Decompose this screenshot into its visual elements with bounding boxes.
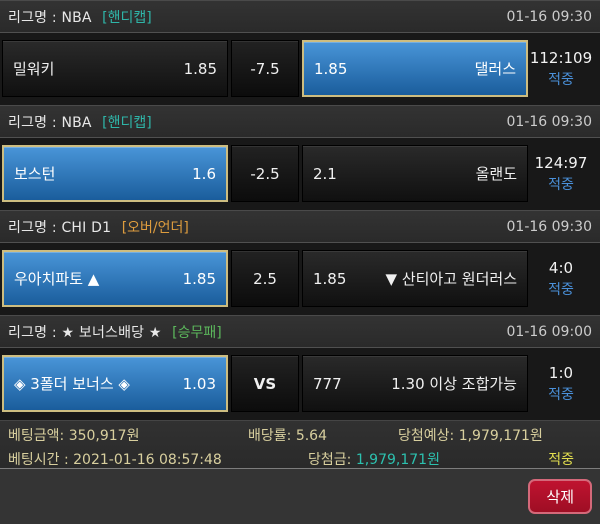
bet-section: 리그명 : NBA [핸디캡] 01-16 09:30 보스턴 1.6 -2.5… bbox=[0, 105, 600, 210]
home-odds-cell-selected[interactable]: 보스턴 1.6 bbox=[2, 145, 228, 202]
away-odds-value: 1.85 bbox=[314, 59, 348, 78]
bet-row: 우아치파토 ▲ 1.85 2.5 1.85 ▼ 산티아고 원더러스 4:0 적중 bbox=[0, 250, 600, 307]
away-odds-value: 2.1 bbox=[313, 164, 337, 183]
bet-time-label: 베팅시간 : bbox=[8, 451, 74, 468]
result-column: 112:109 적중 bbox=[528, 40, 594, 97]
section-header: 리그명 : NBA [핸디캡] 01-16 09:30 bbox=[0, 0, 600, 33]
summary-line-2: 베팅시간 : 2021-01-16 08:57:48 당첨금: 1,979,17… bbox=[8, 449, 592, 469]
overall-hit-status: 적중 bbox=[548, 451, 574, 468]
expected-prize-value: 1,979,171원 bbox=[458, 427, 543, 444]
section-header: 리그명 : NBA [핸디캡] 01-16 09:30 bbox=[0, 105, 600, 138]
hit-status: 적중 bbox=[548, 281, 574, 298]
market-type-label: [오버/언더] bbox=[121, 219, 189, 236]
section-header: 리그명 : CHI D1 [오버/언더] 01-16 09:30 bbox=[0, 210, 600, 243]
league-title: 리그명 : CHI D1 [오버/언더] bbox=[8, 217, 189, 237]
match-datetime: 01-16 09:30 bbox=[506, 8, 592, 25]
bet-amount-value: 350,917원 bbox=[68, 427, 140, 444]
away-team-name: 올랜도 bbox=[475, 165, 517, 183]
home-odds-value: 1.85 bbox=[183, 59, 217, 78]
match-datetime: 01-16 09:00 bbox=[506, 323, 592, 340]
delete-button[interactable]: 삭제 bbox=[528, 479, 592, 514]
bottom-action-bar: 삭제 bbox=[0, 469, 600, 524]
bet-section: 리그명 : ★ 보너스배당 ★ [승무패] 01-16 09:00 ◈ 3폴더 … bbox=[0, 315, 600, 420]
prize-value: 1,979,171원 bbox=[355, 451, 440, 468]
league-name: 리그명 : NBA bbox=[8, 114, 92, 131]
home-odds-value: 1.85 bbox=[182, 269, 216, 288]
away-team-name: 댈러스 bbox=[474, 60, 516, 78]
prize-label: 당첨금: bbox=[308, 451, 356, 468]
bet-time: 베팅시간 : 2021-01-16 08:57:48 bbox=[8, 449, 308, 469]
result-column: 124:97 적중 bbox=[528, 145, 594, 202]
bonus-condition-cell[interactable]: 777 1.30 이상 조합가능 bbox=[302, 355, 528, 412]
final-score: 4:0 bbox=[548, 258, 574, 277]
market-type-label: [핸디캡] bbox=[102, 114, 152, 131]
result-column: 1:0 적중 bbox=[528, 355, 594, 412]
expected-prize: 당첨예상: 1,979,171원 bbox=[398, 425, 543, 445]
away-odds-cell-selected[interactable]: 1.85 댈러스 bbox=[302, 40, 528, 97]
vs-label: VS bbox=[253, 374, 277, 393]
bonus-odds-cell-selected[interactable]: ◈ 3폴더 보너스 ◈ 1.03 bbox=[2, 355, 228, 412]
odds-rate-label: 배당률: bbox=[248, 427, 296, 444]
center-value-cell[interactable]: -7.5 bbox=[231, 40, 299, 97]
bet-row: 보스턴 1.6 -2.5 2.1 올랜도 124:97 적중 bbox=[0, 145, 600, 202]
center-value-cell: VS bbox=[231, 355, 299, 412]
league-name: 리그명 : NBA bbox=[8, 9, 92, 26]
home-team-name: 우아치파토 ▲ bbox=[14, 270, 100, 288]
handicap-value: -7.5 bbox=[250, 59, 280, 78]
baseline-value: 2.5 bbox=[253, 269, 277, 288]
bonus-odds-value: 1.03 bbox=[182, 374, 216, 393]
bonus-condition-text: 1.30 이상 조합가능 bbox=[391, 375, 517, 393]
home-team-name: 밀워키 bbox=[13, 60, 55, 78]
summary-line-1: 베팅금액: 350,917원 배당률: 5.64 당첨예상: 1,979,171… bbox=[8, 425, 592, 445]
footer-divider bbox=[0, 468, 600, 469]
odds-rate: 배당률: 5.64 bbox=[248, 425, 398, 445]
handicap-value: -2.5 bbox=[250, 164, 280, 183]
league-title: 리그명 : NBA [핸디캡] bbox=[8, 112, 152, 132]
bet-row: 밀워키 1.85 -7.5 1.85 댈러스 112:109 적중 bbox=[0, 40, 600, 97]
over-odds-cell-selected[interactable]: 우아치파토 ▲ 1.85 bbox=[2, 250, 228, 307]
home-odds-cell[interactable]: 밀워키 1.85 bbox=[2, 40, 228, 97]
final-score: 1:0 bbox=[548, 363, 574, 382]
market-type-label: [승무패] bbox=[172, 324, 222, 341]
league-title: 리그명 : NBA [핸디캡] bbox=[8, 7, 152, 27]
result-column: 4:0 적중 bbox=[528, 250, 594, 307]
bet-amount-label: 베팅금액: bbox=[8, 427, 69, 444]
hit-status: 적중 bbox=[548, 71, 574, 88]
home-team-name: 보스턴 bbox=[14, 165, 56, 183]
league-name: 리그명 : CHI D1 bbox=[8, 219, 112, 236]
market-type-label: [핸디캡] bbox=[102, 9, 152, 26]
league-name: 리그명 : ★ 보너스배당 ★ bbox=[8, 324, 162, 341]
final-score: 124:97 bbox=[534, 153, 588, 172]
home-odds-value: 1.6 bbox=[192, 164, 216, 183]
hit-status: 적중 bbox=[548, 386, 574, 403]
bet-time-value: 2021-01-16 08:57:48 bbox=[73, 451, 222, 468]
away-team-name: ▼ 산티아고 원더러스 bbox=[385, 270, 517, 288]
bet-row: ◈ 3폴더 보너스 ◈ 1.03 VS 777 1.30 이상 조합가능 1:0… bbox=[0, 355, 600, 412]
match-datetime: 01-16 09:30 bbox=[506, 218, 592, 235]
away-odds-value: 777 bbox=[313, 374, 342, 393]
center-value-cell[interactable]: 2.5 bbox=[231, 250, 299, 307]
bet-section: 리그명 : CHI D1 [오버/언더] 01-16 09:30 우아치파토 ▲… bbox=[0, 210, 600, 315]
bet-section: 리그명 : NBA [핸디캡] 01-16 09:30 밀워키 1.85 -7.… bbox=[0, 0, 600, 105]
away-odds-cell[interactable]: 2.1 올랜도 bbox=[302, 145, 528, 202]
expected-prize-label: 당첨예상: bbox=[398, 427, 459, 444]
prize: 당첨금: 1,979,171원 bbox=[308, 449, 440, 469]
final-score: 112:109 bbox=[529, 48, 593, 67]
hit-status: 적중 bbox=[548, 176, 574, 193]
odds-rate-value: 5.64 bbox=[295, 427, 327, 444]
bet-amount: 베팅금액: 350,917원 bbox=[8, 425, 248, 445]
away-odds-value: 1.85 bbox=[313, 269, 347, 288]
league-title: 리그명 : ★ 보너스배당 ★ [승무패] bbox=[8, 322, 222, 342]
section-header: 리그명 : ★ 보너스배당 ★ [승무패] 01-16 09:00 bbox=[0, 315, 600, 348]
bet-summary: 베팅금액: 350,917원 배당률: 5.64 당첨예상: 1,979,171… bbox=[0, 420, 600, 468]
under-odds-cell[interactable]: 1.85 ▼ 산티아고 원더러스 bbox=[302, 250, 528, 307]
bonus-label: ◈ 3폴더 보너스 ◈ bbox=[14, 375, 130, 393]
center-value-cell[interactable]: -2.5 bbox=[231, 145, 299, 202]
match-datetime: 01-16 09:30 bbox=[506, 113, 592, 130]
